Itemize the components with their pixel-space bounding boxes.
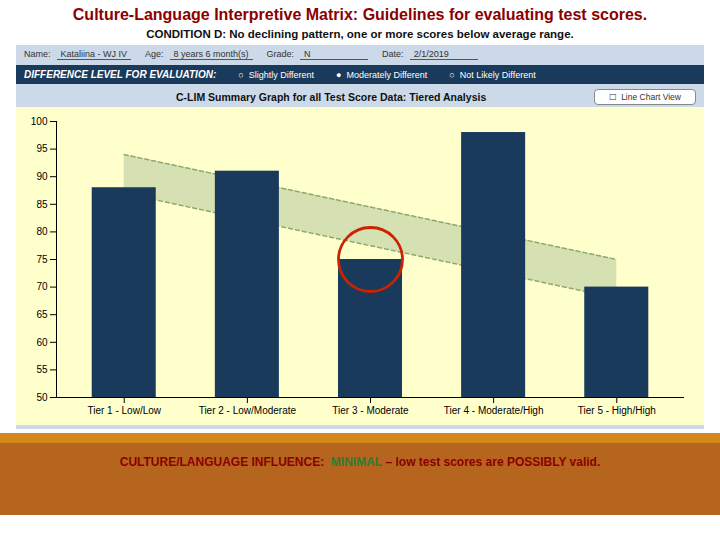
html-text:8 years 6 month(s): 8 years 6 month(s): [173, 49, 249, 59]
html-text:Grade:: Grade:: [266, 49, 295, 59]
svg-text:Tier 2 - Low/Moderate: Tier 2 - Low/Moderate: [199, 405, 297, 416]
html-text:☐ Line Chart View: ☐ Line Chart View: [608, 92, 681, 102]
html-text:● Moderately Different: ● Moderately Different: [336, 69, 428, 80]
svg-text:65: 65: [36, 309, 48, 320]
svg-text:Tier 3 - Moderate: Tier 3 - Moderate: [332, 405, 409, 416]
html-text:2/1/2019: 2/1/2019: [413, 49, 449, 59]
svg-text:95: 95: [36, 143, 48, 154]
svg-text:80: 80: [36, 226, 48, 237]
html-text:CULTURE/LANGUAGE INFLUENCE: MI: CULTURE/LANGUAGE INFLUENCE: MINIMAL – lo…: [119, 455, 601, 469]
svg-text:90: 90: [36, 171, 48, 182]
svg-text:Tier 1 - Low/Low: Tier 1 - Low/Low: [87, 405, 161, 416]
svg-text:75: 75: [36, 254, 48, 265]
svg-text:55: 55: [36, 364, 48, 375]
svg-text:60: 60: [36, 337, 48, 348]
svg-text:70: 70: [36, 281, 48, 292]
html-text:○ Not Likely Different: ○ Not Likely Different: [449, 69, 536, 80]
html-text:DIFFERENCE LEVEL FOR EVALUATIO: DIFFERENCE LEVEL FOR EVALUATION:: [24, 69, 217, 80]
svg-text:Tier 4 - Moderate/High: Tier 4 - Moderate/High: [444, 405, 544, 416]
svg-text:50: 50: [36, 392, 48, 403]
html-text:N: N: [304, 49, 311, 59]
html-text:Date:: Date:: [382, 49, 404, 59]
html-text:Name:: Name:: [24, 49, 51, 59]
html-text:C-LIM Summary Graph for all Te: C-LIM Summary Graph for all Test Score D…: [176, 91, 487, 103]
svg-text:100: 100: [31, 116, 48, 127]
html-text:CONDITION D: No declining patt: CONDITION D: No declining pattern, one o…: [146, 28, 574, 40]
svg-text:Tier 5 - High/High: Tier 5 - High/High: [578, 405, 656, 416]
html-text:Age:: Age:: [145, 49, 164, 59]
html-text:Kataliina - WJ IV: Kataliina - WJ IV: [60, 49, 127, 59]
html-text:○ Slightly Different: ○ Slightly Different: [238, 69, 314, 80]
html-text:Culture-Language Interpretive: Culture-Language Interpretive Matrix: Gu…: [72, 6, 648, 23]
svg-text:85: 85: [36, 199, 48, 210]
